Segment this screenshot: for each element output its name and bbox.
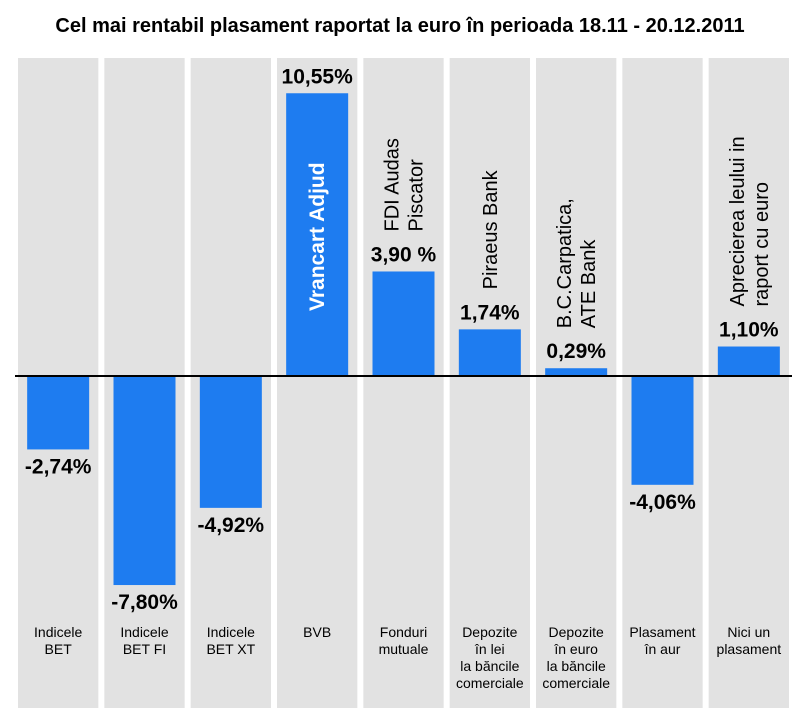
category-label: Indicele BET XT (206, 624, 255, 657)
value-label: 10,55% (282, 65, 354, 88)
bars (27, 93, 780, 586)
column-panel (363, 58, 444, 708)
category-label: Nici un plasament (717, 624, 782, 657)
category-label: Indicele BET (34, 624, 82, 657)
bar (372, 271, 435, 376)
value-label: -4,92% (198, 514, 265, 537)
bar-annotation: FDI Audas Piscator (382, 138, 428, 231)
bar (631, 376, 694, 485)
category-label: Indicele BET FI (120, 624, 168, 657)
category-label: Depozite în lei la băncile comerciale (456, 624, 524, 691)
chart-title: Cel mai rentabil plasament raportat la e… (55, 15, 744, 37)
bar (113, 376, 176, 586)
bar-annotation: Vrancart Adjud (306, 162, 329, 311)
column-panel (708, 58, 789, 708)
value-label: 1,10% (719, 319, 779, 342)
value-label: -2,74% (25, 455, 92, 478)
value-label: 3,90 % (371, 243, 437, 266)
category-label: Fonduri mutuale (379, 624, 429, 657)
value-label: 1,74% (460, 301, 520, 324)
category-labels: Indicele BET Indicele BET FI Indicele BET XT B… (34, 624, 781, 691)
bar-annotation: Piraeus Bank (480, 169, 502, 289)
column-panel (536, 58, 617, 708)
bar (199, 376, 262, 508)
category-label: BVB (303, 624, 331, 640)
value-label: -4,06% (629, 491, 696, 514)
bar-annotations: Vrancart Adjud FDI Audas Piscator Piraeus B… (306, 136, 773, 328)
bar-annotation: Aprecierea leului in raport cu euro (727, 136, 773, 306)
bar (458, 329, 521, 376)
value-label: -7,80% (111, 591, 178, 614)
value-label: 0,29% (546, 340, 606, 363)
column-panel (449, 58, 530, 708)
category-label: Plasament în aur (629, 624, 695, 657)
category-label: Depozite în euro la băncile comerciale (542, 624, 610, 691)
bar (717, 346, 780, 376)
bar (545, 368, 608, 376)
bar-annotation: B.C.Carpatica, ATE Bank (554, 198, 600, 328)
bar (286, 93, 349, 376)
value-labels: -2,74% -7,80% -4,92% 10,55% 3,90 % 1,74% 0,29%… (25, 65, 779, 614)
bar (27, 376, 90, 450)
